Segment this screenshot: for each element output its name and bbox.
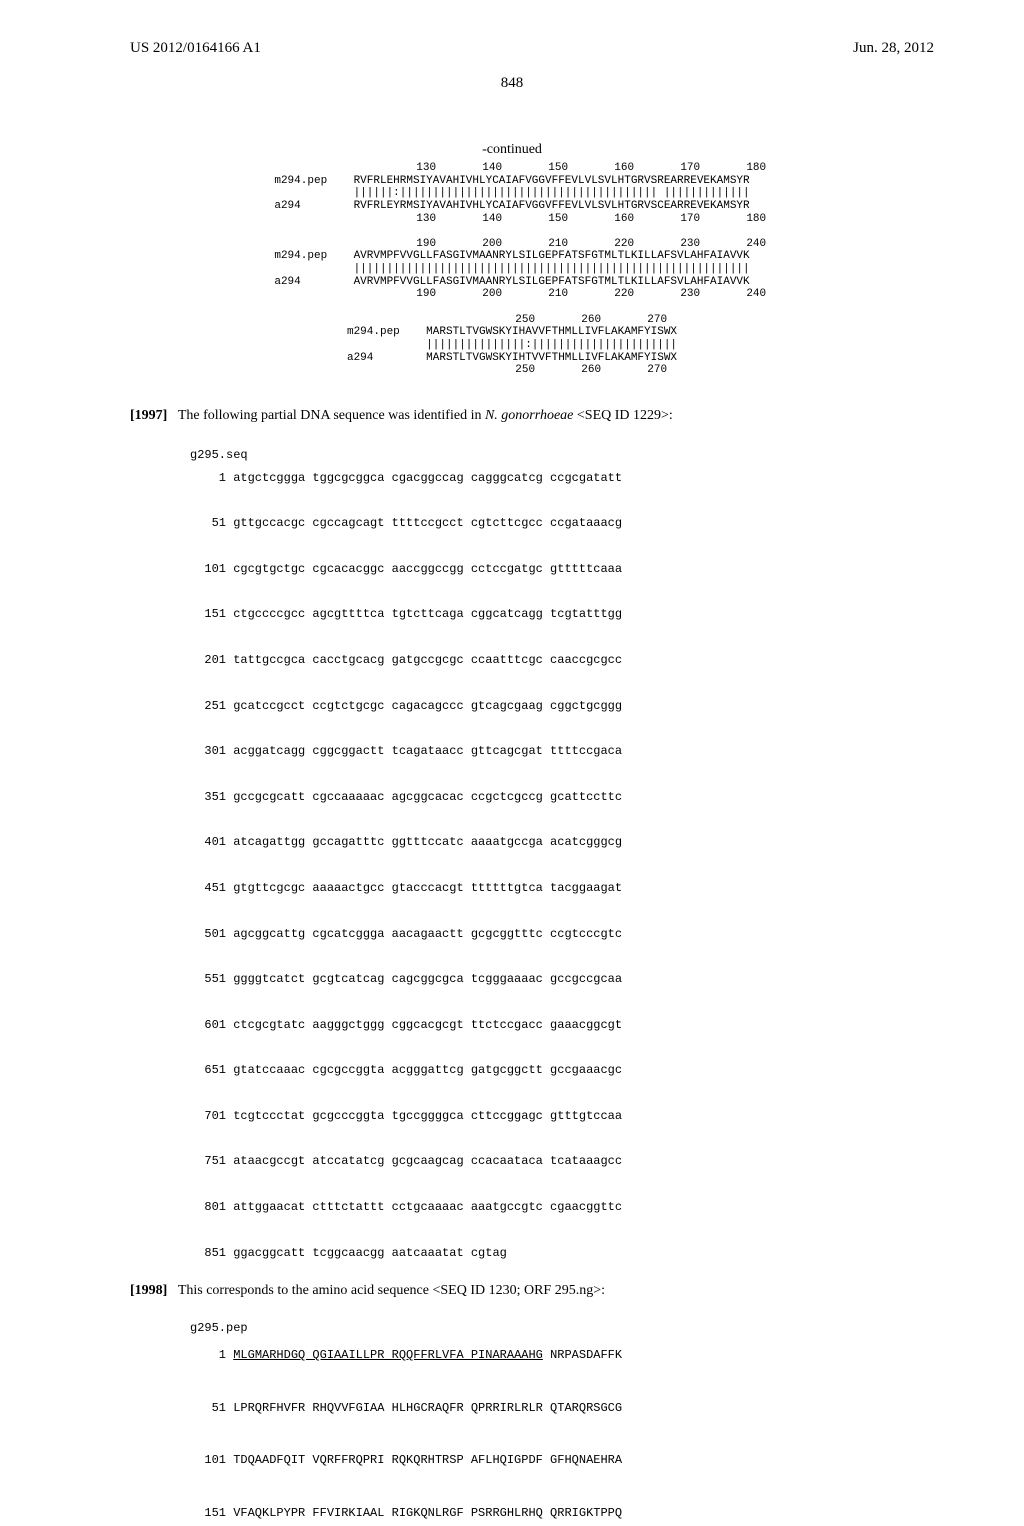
publication-date: Jun. 28, 2012 [853, 40, 934, 57]
para-1997-text-before: The following partial DNA sequence was i… [178, 408, 485, 423]
para-1997-text-after: <SEQ ID 1229>: [573, 408, 672, 423]
continued-label: -continued [130, 142, 894, 158]
page-number: 848 [0, 75, 1024, 92]
g295-pep-sequence: g295.pep 1 MLGMARHDGQ QGIAAILLPR RQQFFRL… [190, 1315, 894, 1526]
paragraph-1997: [1997] The following partial DNA sequenc… [130, 407, 894, 426]
para-num-1997: [1997] [130, 408, 167, 423]
para-1998-text: This corresponds to the amino acid seque… [178, 1283, 605, 1298]
g295-dna-sequence: g295.seq 1 atgctcggga tggcgcggca cgacggc… [190, 444, 894, 1265]
publication-number: US 2012/0164166 A1 [130, 40, 261, 57]
para-1997-organism: N. gonorrhoeae [485, 408, 573, 423]
paragraph-1998: [1998] This corresponds to the amino aci… [130, 1282, 894, 1301]
sequence-alignment: 130 140 150 160 170 180 m294.pep RVFRLEH… [130, 162, 894, 377]
para-num-1998: [1998] [130, 1283, 167, 1298]
